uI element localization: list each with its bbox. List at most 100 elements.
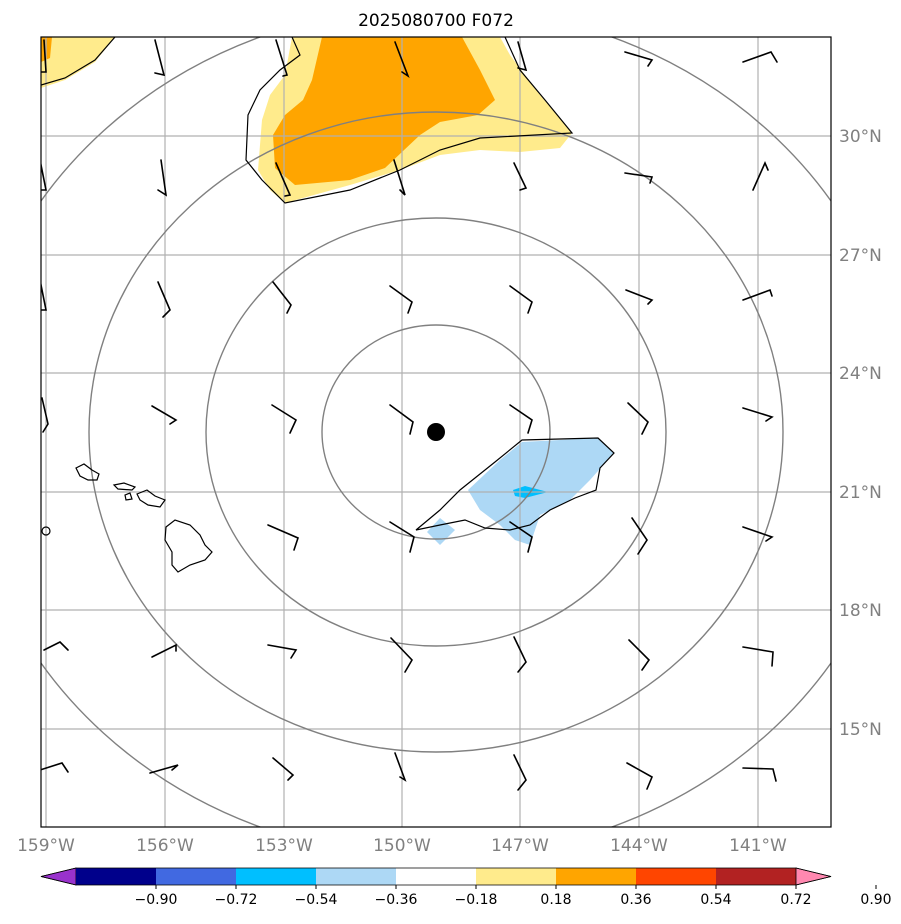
wind-barb (271, 404, 298, 434)
latitude-labels: 30°N 27°N 24°N 21°N 18°N 15°N (839, 127, 882, 740)
colorbar-tick-label: −0.90 (135, 892, 178, 908)
lon-label-141w: 141°W (729, 836, 787, 856)
lon-label-159w: 159°W (17, 836, 75, 856)
wind-barb (742, 646, 774, 667)
colorbar-segment (156, 868, 237, 885)
wind-barb (742, 526, 774, 542)
wind-barb (157, 159, 168, 197)
wind-barb (151, 405, 178, 425)
wind-barb (272, 281, 292, 314)
map-frame (40, 36, 832, 828)
hawaii-coastline (41, 463, 213, 573)
wind-barb (41, 762, 69, 773)
wind-barb (389, 521, 415, 553)
colorbar-tick-label: 0.90 (860, 892, 891, 908)
outline-north (245, 37, 574, 204)
contour-ring-2 (205, 217, 667, 647)
wind-barb (509, 285, 533, 314)
wind-barb (513, 636, 527, 673)
colorbar-tick-label: 0.72 (780, 892, 811, 908)
wind-barb (389, 404, 414, 435)
colorbar-extend-low (40, 867, 77, 886)
contour-ring-1 (321, 324, 551, 540)
anomaly-fills (41, 37, 614, 545)
colorbar-extend-high (795, 867, 832, 886)
lat-label-15n: 15°N (839, 720, 882, 740)
wind-barb (631, 517, 648, 555)
wind-barb (625, 289, 654, 305)
lon-label-156w: 156°W (136, 836, 194, 856)
lon-label-144w: 144°W (610, 836, 668, 856)
wind-barb (742, 51, 778, 63)
colorbar-tick-label: 0.54 (700, 892, 731, 908)
positive-anomaly-region-northwest (41, 37, 115, 88)
lat-label-18n: 18°N (839, 601, 882, 621)
wind-barb (513, 754, 527, 791)
colorbar-segment (716, 868, 797, 885)
colorbar-tick-label: −0.72 (215, 892, 258, 908)
wind-barb (149, 764, 179, 774)
positive-anomaly-region-north-orange (273, 37, 495, 185)
lon-label-150w: 150°W (373, 836, 431, 856)
map-title: 2025080700 F072 (358, 11, 514, 31)
wind-barb (275, 39, 289, 77)
wind-barb (157, 281, 171, 318)
wind-barb (389, 285, 413, 314)
colorbar-tick-label: −0.54 (295, 892, 338, 908)
wind-barb (624, 51, 654, 67)
negative-anomaly-region-small (427, 518, 455, 545)
wind-barb (41, 280, 47, 311)
colorbar (40, 867, 832, 886)
wind-barb (742, 767, 777, 782)
island-oahu (112, 482, 137, 491)
lat-label-21n: 21°N (839, 483, 882, 503)
longitude-labels: 159°W 156°W 153°W 150°W 147°W 144°W 141°… (17, 836, 787, 856)
island-maui (136, 489, 166, 508)
wind-barb (154, 39, 166, 77)
wind-barb (267, 644, 298, 659)
wind-barb (628, 639, 651, 671)
wind-barb (509, 404, 533, 434)
wind-barb (742, 407, 774, 422)
outline-east (415, 437, 615, 531)
contour-ring-3 (88, 111, 784, 753)
wind-barb (275, 162, 292, 197)
colorbar-segment (236, 868, 317, 885)
colorbar-segment (316, 868, 397, 885)
wind-barb (394, 41, 410, 79)
colorbar-tick-label: −0.18 (455, 892, 498, 908)
colorbar-tick-label: −0.36 (375, 892, 418, 908)
island-molokai (124, 492, 133, 501)
colorbar-segment (76, 868, 157, 885)
lat-label-30n: 30°N (839, 127, 882, 147)
wind-barb (513, 162, 528, 191)
colorbar-outline (40, 867, 832, 886)
island-hawaii-big (164, 519, 213, 573)
wind-barb (394, 752, 407, 782)
lon-label-147w: 147°W (491, 836, 549, 856)
wind-barb (752, 161, 769, 191)
graticule (41, 37, 831, 827)
colorbar-segment (556, 868, 637, 885)
colorbar-tick-label: 0.36 (620, 892, 651, 908)
colorbar-segment (636, 868, 717, 885)
colorbar-tick-labels: −0.90 −0.72 −0.54 −0.36 −0.18 0.18 0.36 0.54 0.7… (135, 885, 892, 908)
wind-barb (624, 172, 654, 184)
colorbar-tick-label: 0.18 (540, 892, 571, 908)
wind-barb (272, 757, 295, 781)
wind-barb (509, 521, 533, 553)
island-kauai (75, 463, 100, 481)
outline-northwest (41, 37, 116, 86)
wind-barb (627, 402, 649, 435)
wind-barbs (41, 39, 778, 791)
wind-barb (151, 643, 177, 658)
wind-barb (43, 641, 69, 651)
wind-barb (41, 160, 47, 191)
colorbar-segment (396, 868, 477, 885)
lat-label-24n: 24°N (839, 364, 882, 384)
island-niihau (41, 526, 51, 536)
wind-barb (41, 39, 47, 73)
